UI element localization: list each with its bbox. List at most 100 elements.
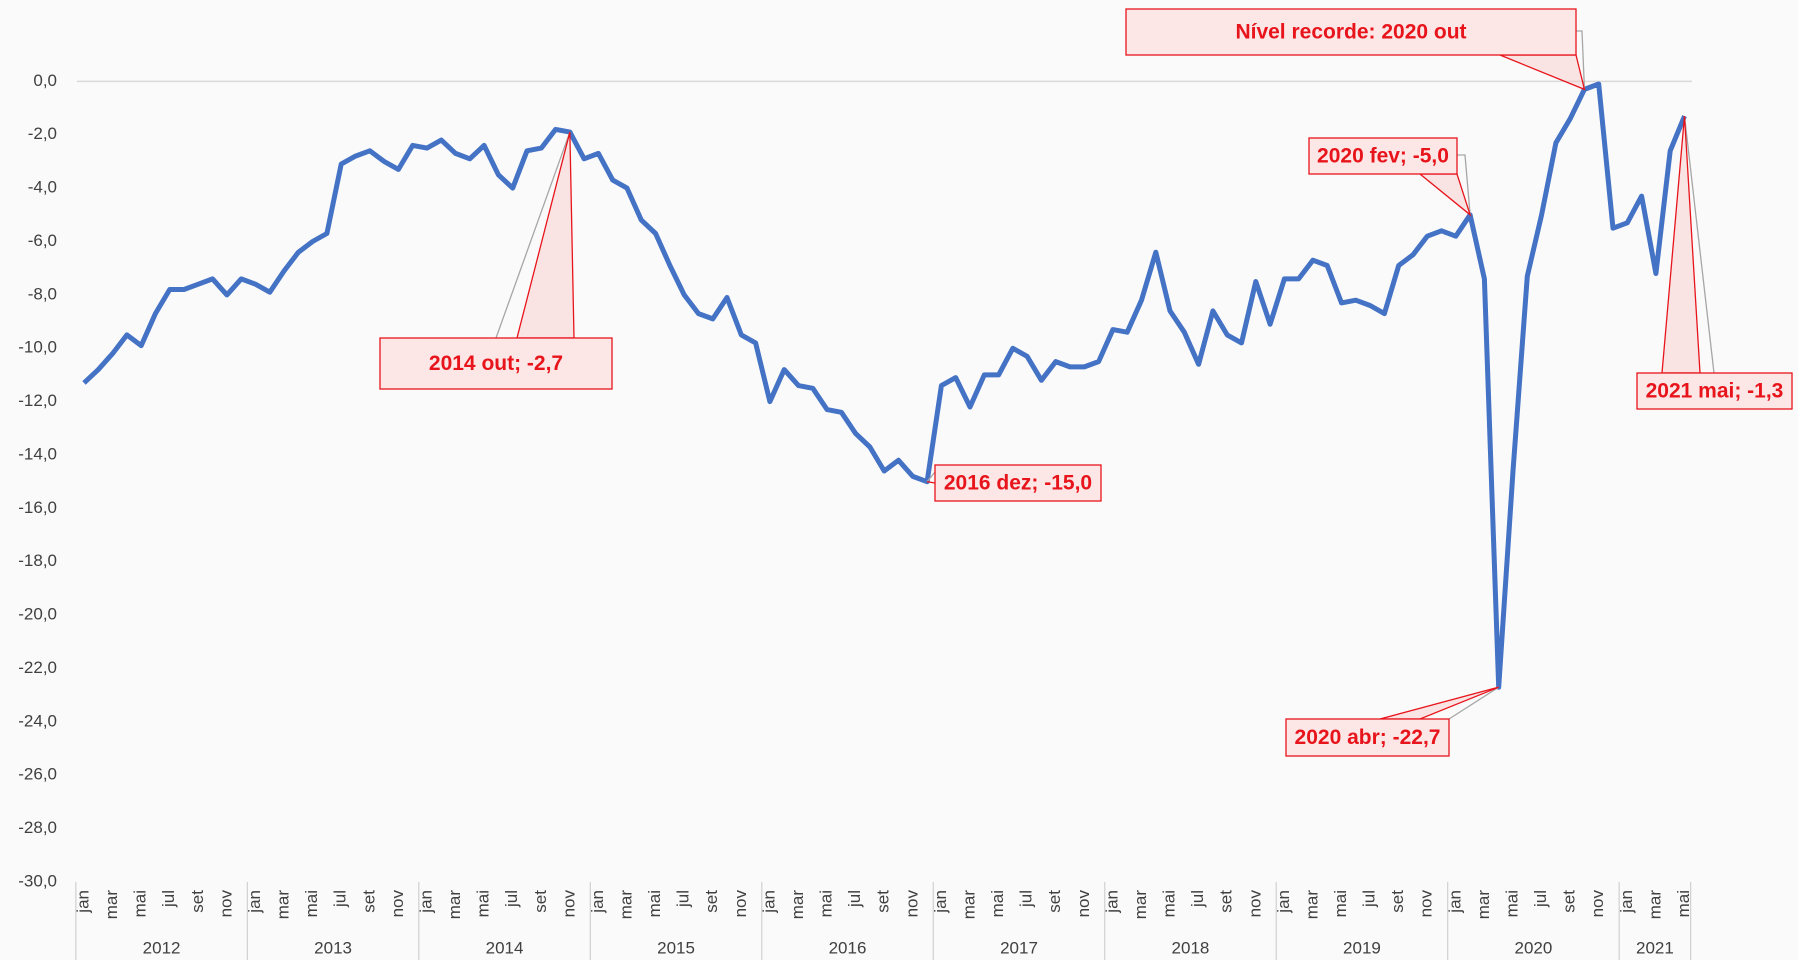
x-tick-label: mai — [1331, 890, 1350, 917]
annotation: 2021 mai; -1,3 — [1646, 380, 1784, 403]
y-tick-label: -20,0 — [18, 605, 57, 624]
callout-wedge — [1418, 173, 1472, 217]
x-tick-label: nov — [902, 890, 921, 918]
y-tick-label: -28,0 — [18, 818, 57, 837]
year-label: 2013 — [314, 938, 352, 957]
year-label: 2021 — [1636, 938, 1674, 957]
x-tick-label: nov — [1588, 890, 1607, 918]
y-tick-label: -26,0 — [18, 765, 57, 784]
y-tick-label: -10,0 — [18, 338, 57, 357]
year-label: 2017 — [1000, 938, 1038, 957]
x-tick-label: mai — [1502, 890, 1521, 917]
y-tick-label: -16,0 — [18, 498, 57, 517]
x-tick-label: set — [188, 890, 207, 913]
x-tick-label: mar — [1302, 890, 1321, 920]
x-tick-label: mar — [959, 890, 978, 920]
year-label: 2015 — [657, 938, 695, 957]
x-tick-label: jul — [159, 890, 178, 908]
annotation: Nível recorde: 2020 out — [1235, 21, 1466, 44]
x-tick-label: jan — [1445, 890, 1464, 914]
x-tick-label: jan — [1617, 890, 1636, 914]
x-tick-label: set — [1388, 890, 1407, 913]
x-tick-label: mai — [1674, 890, 1693, 917]
x-tick-label: mar — [1474, 890, 1493, 920]
x-tick-label: mar — [617, 890, 636, 920]
callout-box — [379, 337, 613, 390]
annotation: 2020 fev; -5,0 — [1317, 145, 1449, 168]
year-label: 2019 — [1343, 938, 1381, 957]
x-tick-label: mar — [788, 890, 807, 920]
year-label: 2014 — [486, 938, 524, 957]
y-tick-label: -22,0 — [18, 658, 57, 677]
x-tick-label: mar — [274, 890, 293, 920]
x-tick-label: jul — [502, 890, 521, 908]
x-tick-label: nov — [1074, 890, 1093, 918]
annotation: 2016 dez; -15,0 — [944, 472, 1092, 495]
callout-box — [1636, 372, 1793, 410]
x-tick-label: mai — [817, 890, 836, 917]
x-tick-label: jul — [845, 890, 864, 908]
annotation: 2014 out; -2,7 — [429, 352, 563, 375]
x-tick-label: mai — [988, 890, 1007, 917]
x-tick-label: mar — [1645, 890, 1664, 920]
x-tick-label: mai — [474, 890, 493, 917]
callout-box — [1125, 8, 1577, 56]
callout-leader — [1576, 30, 1586, 90]
callout-wedge — [1379, 686, 1499, 720]
x-tick-label: mar — [445, 890, 464, 920]
y-tick-label: -8,0 — [28, 284, 57, 303]
y-tick-label: -4,0 — [28, 178, 57, 197]
x-tick-label: nov — [1417, 890, 1436, 918]
year-label: 2020 — [1515, 938, 1553, 957]
callout-leader — [1448, 686, 1500, 720]
x-tick-label: jul — [1360, 890, 1379, 908]
annotation: 2020 abr; -22,7 — [1295, 726, 1441, 749]
callout-leader — [495, 131, 571, 339]
x-tick-label: nov — [731, 890, 750, 918]
x-tick-label: mar — [1131, 890, 1150, 920]
callout-leader — [926, 471, 936, 483]
x-tick-label: mar — [102, 890, 121, 920]
x-tick-label: nov — [216, 890, 235, 918]
x-tick-label: set — [702, 890, 721, 913]
x-tick-label: set — [1217, 890, 1236, 913]
callout-wedge — [516, 131, 575, 339]
x-tick-label: jan — [1274, 890, 1293, 914]
x-tick-label: jul — [331, 890, 350, 908]
x-tick-label: mai — [1160, 890, 1179, 917]
year-label: 2012 — [143, 938, 181, 957]
x-tick-label: jul — [674, 890, 693, 908]
x-tick-label: jan — [759, 890, 778, 914]
x-tick-label: jan — [73, 890, 92, 914]
y-tick-label: -2,0 — [28, 124, 57, 143]
x-tick-label: jul — [1017, 890, 1036, 908]
x-tick-label: set — [1045, 890, 1064, 913]
x-tick-label: nov — [1245, 890, 1264, 918]
x-tick-label: mai — [645, 890, 664, 917]
data-line — [82, 81, 1687, 690]
x-tick-label: jul — [1531, 890, 1550, 908]
x-tick-label: jan — [931, 890, 950, 914]
x-tick-label: set — [1560, 890, 1579, 913]
callout-leader — [1683, 115, 1715, 374]
y-tick-label: -24,0 — [18, 711, 57, 730]
callout-wedge — [1499, 54, 1586, 91]
year-label: 2018 — [1172, 938, 1210, 957]
x-tick-label: set — [359, 890, 378, 913]
x-tick-label: jan — [245, 890, 264, 914]
year-label: 2016 — [829, 938, 867, 957]
callout-box — [1285, 718, 1450, 757]
x-tick-label: nov — [388, 890, 407, 918]
callout-leader — [1457, 154, 1471, 215]
y-tick-label: -6,0 — [28, 231, 57, 250]
x-tick-label: mai — [302, 890, 321, 917]
x-tick-label: nov — [559, 890, 578, 918]
y-tick-label: -14,0 — [18, 444, 57, 463]
y-tick-label: -12,0 — [18, 391, 57, 410]
x-tick-label: jan — [1102, 890, 1121, 914]
y-tick-label: -30,0 — [18, 871, 57, 890]
y-tick-label: 0,0 — [33, 71, 57, 90]
callout-wedge — [927, 481, 936, 484]
x-tick-label: jan — [416, 890, 435, 914]
